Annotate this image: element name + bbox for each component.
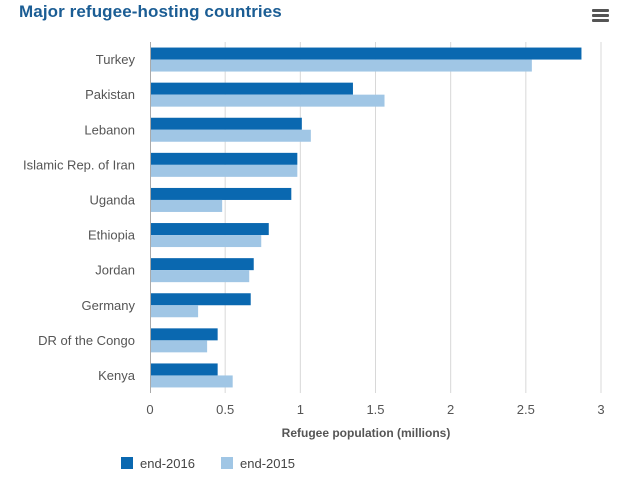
category-label: Kenya <box>98 368 136 383</box>
bar-end-2015-jordan[interactable] <box>151 270 250 283</box>
bar-end-2016-pakistan[interactable] <box>151 82 353 95</box>
bar-end-2015-uganda[interactable] <box>151 199 223 212</box>
menu-line <box>592 14 609 17</box>
bar-end-2015-turkey[interactable] <box>151 59 532 72</box>
legend-label: end-2016 <box>140 456 195 471</box>
bar-end-2016-islamic-rep-of-iran[interactable] <box>151 152 298 165</box>
bar-end-2016-turkey[interactable] <box>151 47 582 60</box>
bar-end-2015-germany[interactable] <box>151 305 199 318</box>
bar-end-2016-germany[interactable] <box>151 293 251 306</box>
bar-end-2015-dr-of-the-congo[interactable] <box>151 340 208 353</box>
legend[interactable]: end-2016 end-2015 <box>121 456 295 471</box>
legend-swatch <box>121 457 133 469</box>
bar-end-2015-islamic-rep-of-iran[interactable] <box>151 164 298 177</box>
chart-title: Major refugee-hosting countries <box>19 2 282 21</box>
x-tick-label: 3 <box>597 402 604 417</box>
bar-end-2016-kenya[interactable] <box>151 363 218 376</box>
hamburger-menu-icon[interactable] <box>592 9 609 22</box>
bar-end-2015-lebanon[interactable] <box>151 129 311 142</box>
x-tick-labels: 0 0.5 1 1.5 2 2.5 3 <box>146 402 604 417</box>
legend-item-end-2015[interactable]: end-2015 <box>221 456 295 471</box>
menu-line <box>592 9 609 12</box>
category-label: Pakistan <box>85 87 135 102</box>
x-tick-label: 2 <box>447 402 454 417</box>
legend-item-end-2016[interactable]: end-2016 <box>121 456 195 471</box>
bar-end-2015-pakistan[interactable] <box>151 94 385 107</box>
bar-end-2016-lebanon[interactable] <box>151 117 302 130</box>
legend-swatch <box>221 457 233 469</box>
category-label: Jordan <box>95 263 135 278</box>
category-label: Ethiopia <box>88 228 136 243</box>
category-label: Lebanon <box>84 122 135 137</box>
bar-end-2016-uganda[interactable] <box>151 187 292 200</box>
legend-label: end-2015 <box>240 456 295 471</box>
category-label: Germany <box>82 298 136 313</box>
gridlines <box>150 42 602 393</box>
bar-end-2015-kenya[interactable] <box>151 375 233 388</box>
x-tick-label: 1 <box>297 402 304 417</box>
x-tick-label: 0 <box>146 402 153 417</box>
category-label: Islamic Rep. of Iran <box>23 157 135 172</box>
x-tick-label: 1.5 <box>366 402 384 417</box>
category-label: Uganda <box>89 192 135 207</box>
bars <box>151 47 582 388</box>
bar-end-2016-jordan[interactable] <box>151 258 254 271</box>
bar-end-2016-dr-of-the-congo[interactable] <box>151 328 218 341</box>
bar-end-2015-ethiopia[interactable] <box>151 235 262 248</box>
menu-line <box>592 19 609 22</box>
x-tick-label: 0.5 <box>216 402 234 417</box>
x-tick-label: 2.5 <box>517 402 535 417</box>
category-labels: Turkey Pakistan Lebanon Islamic Rep. of Ira… <box>23 52 136 383</box>
x-axis-title: Refugee population (millions) <box>282 426 451 440</box>
category-label: DR of the Congo <box>38 333 135 348</box>
category-label: Turkey <box>96 52 136 67</box>
bar-end-2016-ethiopia[interactable] <box>151 223 269 236</box>
